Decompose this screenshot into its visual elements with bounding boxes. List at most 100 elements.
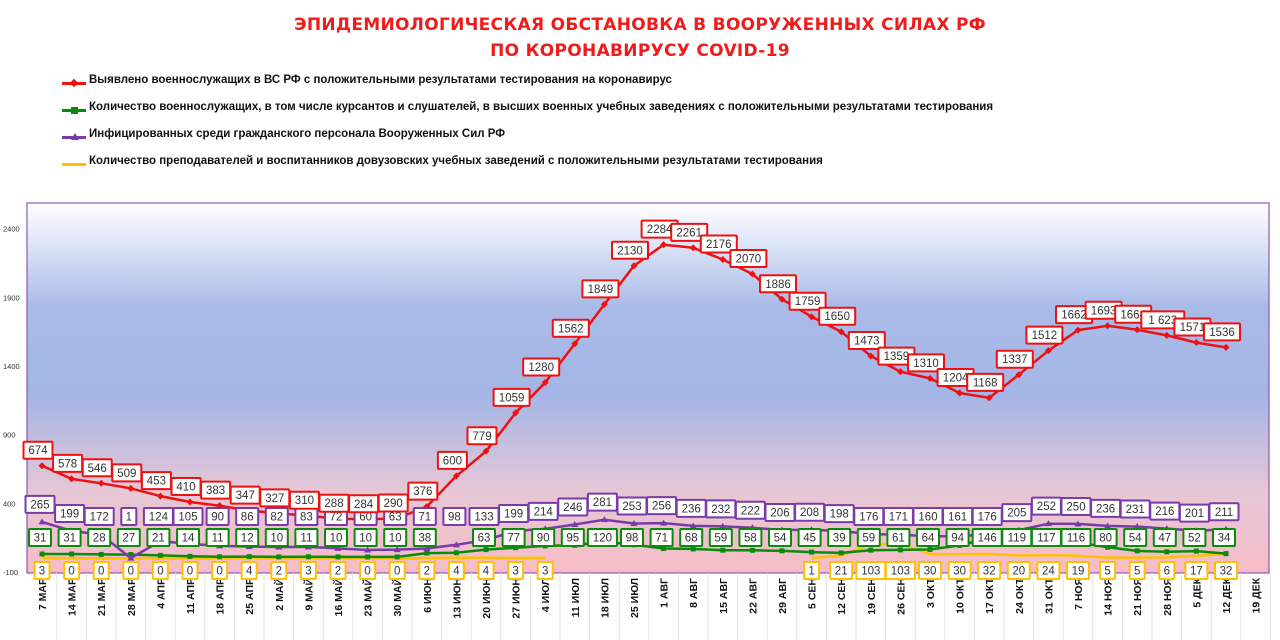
- data-label: 1886: [759, 274, 797, 294]
- data-label: 77: [501, 528, 526, 547]
- data-label-text: 376: [413, 486, 432, 498]
- data-label: 19: [1066, 561, 1090, 580]
- data-label-box: [294, 528, 319, 547]
- data-label-box: [1184, 561, 1209, 580]
- x-tick-label: 7 МАР: [37, 578, 49, 610]
- x-tick-label: 9 МАЙ: [302, 578, 315, 611]
- data-label-text: 39: [833, 533, 846, 545]
- data-label-box: [679, 528, 704, 547]
- data-label: 0: [122, 561, 140, 580]
- data-label-text: 10: [389, 533, 402, 545]
- data-label-text: 0: [364, 566, 370, 578]
- point-marker: [660, 519, 668, 526]
- data-label-box: [477, 561, 495, 580]
- data-label: 2261: [670, 222, 709, 242]
- data-label-text: 59: [862, 533, 875, 545]
- data-label: 208: [794, 502, 826, 522]
- data-label-box: [501, 528, 526, 547]
- data-label-box: [1006, 561, 1031, 580]
- point-marker: [926, 374, 934, 382]
- data-label-text: 205: [1007, 508, 1026, 520]
- data-label-box: [211, 561, 229, 580]
- data-label-text: 2: [335, 566, 341, 578]
- data-label-text: 0: [187, 566, 193, 578]
- data-label: 2: [418, 561, 436, 580]
- data-label: 3: [299, 561, 317, 580]
- data-label-text: 206: [770, 507, 789, 519]
- data-label-text: 54: [774, 533, 787, 545]
- data-label-box: [803, 561, 821, 580]
- data-label: 11: [205, 528, 230, 547]
- data-label-text: 5: [1104, 566, 1110, 578]
- data-label: 290: [377, 493, 409, 513]
- x-tick-label: 6 ИЮН: [422, 578, 434, 613]
- data-label-text: 27: [122, 533, 135, 545]
- data-label-box: [788, 291, 827, 311]
- data-label-text: 0: [98, 566, 104, 578]
- data-label: 1536: [1203, 322, 1241, 342]
- data-label-text: 1650: [824, 311, 850, 323]
- data-label-box: [916, 528, 940, 547]
- data-label-text: 1512: [1032, 330, 1058, 342]
- data-label-text: 4: [453, 566, 460, 578]
- x-tick-label: 30 МАЙ: [391, 578, 404, 616]
- data-label-box: [907, 353, 945, 373]
- point-marker: [956, 389, 964, 397]
- data-label-text: 208: [800, 507, 819, 519]
- data-label: 30: [947, 561, 972, 580]
- data-label-text: 290: [384, 498, 403, 510]
- data-label-text: 222: [741, 505, 760, 517]
- data-label-box: [670, 222, 709, 242]
- data-label: 578: [52, 453, 84, 473]
- data-label: 236: [1090, 498, 1122, 518]
- data-label-box: [738, 528, 763, 547]
- data-label: 39: [827, 528, 852, 547]
- point-marker: [513, 545, 519, 551]
- y-tick-label: 2400: [3, 225, 20, 234]
- x-tick-label: 4 АПР: [155, 578, 167, 609]
- data-label-text: 32: [983, 566, 996, 578]
- point-marker: [808, 313, 816, 321]
- data-label-text: 172: [90, 512, 109, 524]
- data-label-text: 256: [652, 501, 671, 513]
- data-label-text: 281: [593, 497, 612, 509]
- data-label-box: [33, 561, 51, 580]
- data-label: 288: [318, 493, 350, 513]
- data-label: 284: [348, 494, 380, 514]
- data-label: 199: [498, 503, 530, 523]
- data-label-box: [918, 561, 942, 580]
- data-label: 216: [1149, 501, 1181, 521]
- data-label-text: 86: [241, 512, 254, 524]
- data-label-text: 117: [1037, 533, 1055, 545]
- data-label-text: 1693: [1091, 305, 1117, 317]
- data-label-box: [966, 372, 1005, 392]
- point-marker: [748, 270, 756, 278]
- point-marker: [187, 553, 193, 559]
- data-label: 2176: [699, 234, 738, 254]
- data-label-box: [1025, 325, 1064, 345]
- point-marker: [868, 547, 874, 553]
- data-label-box: [28, 528, 52, 547]
- data-label: 205: [1001, 503, 1033, 523]
- data-label: 119: [1001, 528, 1033, 547]
- data-label: 105: [172, 507, 204, 526]
- point-marker: [452, 541, 460, 548]
- data-label: 146: [971, 528, 1003, 547]
- x-tick-label: 19 СЕН: [866, 578, 878, 615]
- data-label: 103: [884, 561, 916, 580]
- point-marker: [897, 547, 903, 553]
- x-tick-label: 31 ОКТ: [1043, 577, 1055, 613]
- x-tick-label: 3 ОКТ: [925, 577, 937, 608]
- point-marker: [335, 554, 341, 560]
- data-label-box: [57, 528, 82, 547]
- data-label-text: 252: [1037, 501, 1056, 513]
- data-label: 1562: [551, 318, 590, 338]
- data-label-text: 1204: [943, 372, 969, 384]
- data-label: 198: [823, 504, 855, 524]
- data-label: 600: [436, 450, 468, 470]
- data-label: 98: [620, 528, 644, 547]
- data-label-text: 21: [835, 566, 848, 578]
- data-label: 83: [294, 507, 319, 526]
- data-label: 176: [853, 507, 885, 526]
- data-label: 211: [1208, 502, 1240, 522]
